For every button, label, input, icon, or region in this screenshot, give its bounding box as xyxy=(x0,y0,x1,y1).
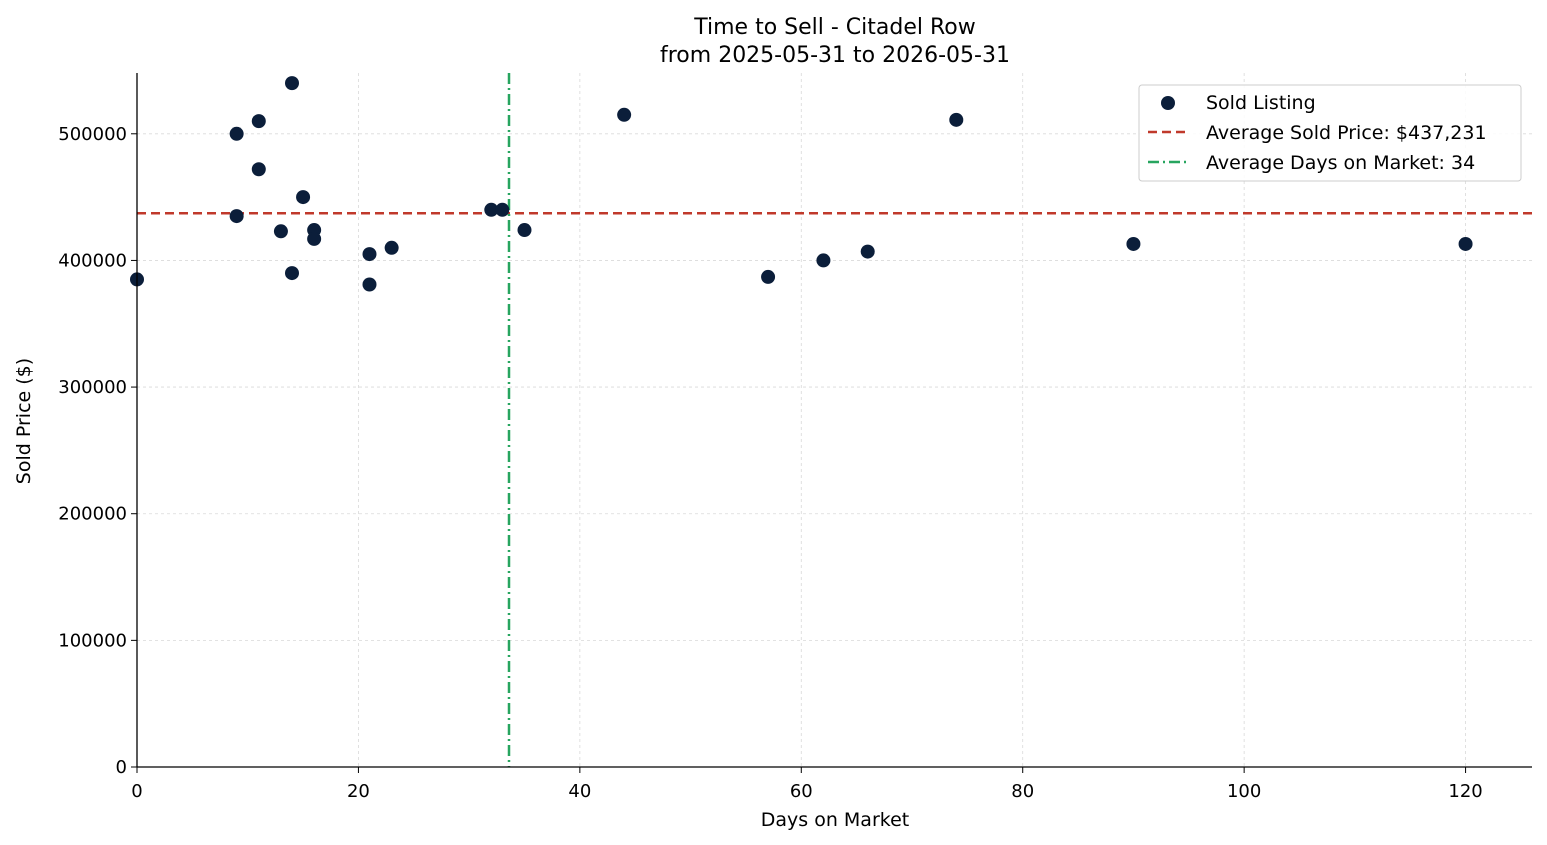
sold-listing-point xyxy=(816,253,831,268)
sold-listing-point xyxy=(307,231,322,246)
sold-listing-point xyxy=(617,107,632,122)
data-points xyxy=(130,76,1473,292)
x-tick-label: 20 xyxy=(347,781,370,802)
sold-listing-point xyxy=(495,202,510,217)
y-axis-title: Sold Price ($) xyxy=(13,358,35,484)
legend: Sold Listing Average Sold Price: $437,23… xyxy=(1138,84,1522,182)
sold-listing-point xyxy=(362,277,377,292)
y-tick-label: 500000 xyxy=(58,124,127,145)
legend-label-average-days: Average Days on Market: 34 xyxy=(1206,152,1475,174)
sold-listing-point xyxy=(517,223,532,238)
sold-listing-point xyxy=(860,244,875,259)
sold-listing-point xyxy=(229,126,244,141)
sold-listing-point xyxy=(761,269,776,284)
axes xyxy=(136,73,1532,768)
x-tick-label: 80 xyxy=(1011,781,1034,802)
legend-box xyxy=(1138,84,1522,182)
sold-listing-point xyxy=(384,240,399,255)
y-tick-label: 400000 xyxy=(58,250,127,271)
x-tick-label: 120 xyxy=(1448,781,1482,802)
sold-listing-point xyxy=(296,190,311,205)
sold-listing-point xyxy=(229,209,244,224)
x-tick-label: 0 xyxy=(131,781,142,802)
sold-listing-point xyxy=(285,76,299,91)
sold-listing-point xyxy=(1126,236,1141,251)
y-tick-label: 300000 xyxy=(58,377,127,398)
y-tick-label: 100000 xyxy=(58,630,127,651)
legend-marker-sold-listing xyxy=(1161,96,1175,110)
legend-label-sold-listing: Sold Listing xyxy=(1206,92,1316,114)
x-tick-label: 100 xyxy=(1227,781,1261,802)
sold-listing-point xyxy=(362,247,377,262)
legend-label-average-sold-price: Average Sold Price: $437,231 xyxy=(1206,122,1487,144)
x-tick-label: 60 xyxy=(790,781,813,802)
sold-listing-point xyxy=(251,162,266,177)
sold-listing-point xyxy=(484,202,499,217)
chart-subtitle: from 2025-05-31 to 2026-05-31 xyxy=(660,43,1010,68)
x-axis-title: Days on Market xyxy=(761,809,909,831)
y-tick-label: 200000 xyxy=(58,504,127,525)
sold-listing-point xyxy=(949,112,964,127)
tick-labels: 0 20 40 60 80 100 120 0 100000 200000 300000 400000… xyxy=(58,124,1482,802)
chart-title: Time to Sell - Citadel Row xyxy=(693,15,976,40)
sold-listing-point xyxy=(285,266,299,281)
reference-lines xyxy=(137,73,1532,767)
x-tick-label: 40 xyxy=(568,781,591,802)
sold-listing-point xyxy=(273,224,288,239)
sold-listing-point xyxy=(251,114,266,129)
y-tick-label: 0 xyxy=(116,757,127,778)
sold-listing-point xyxy=(1458,236,1473,251)
